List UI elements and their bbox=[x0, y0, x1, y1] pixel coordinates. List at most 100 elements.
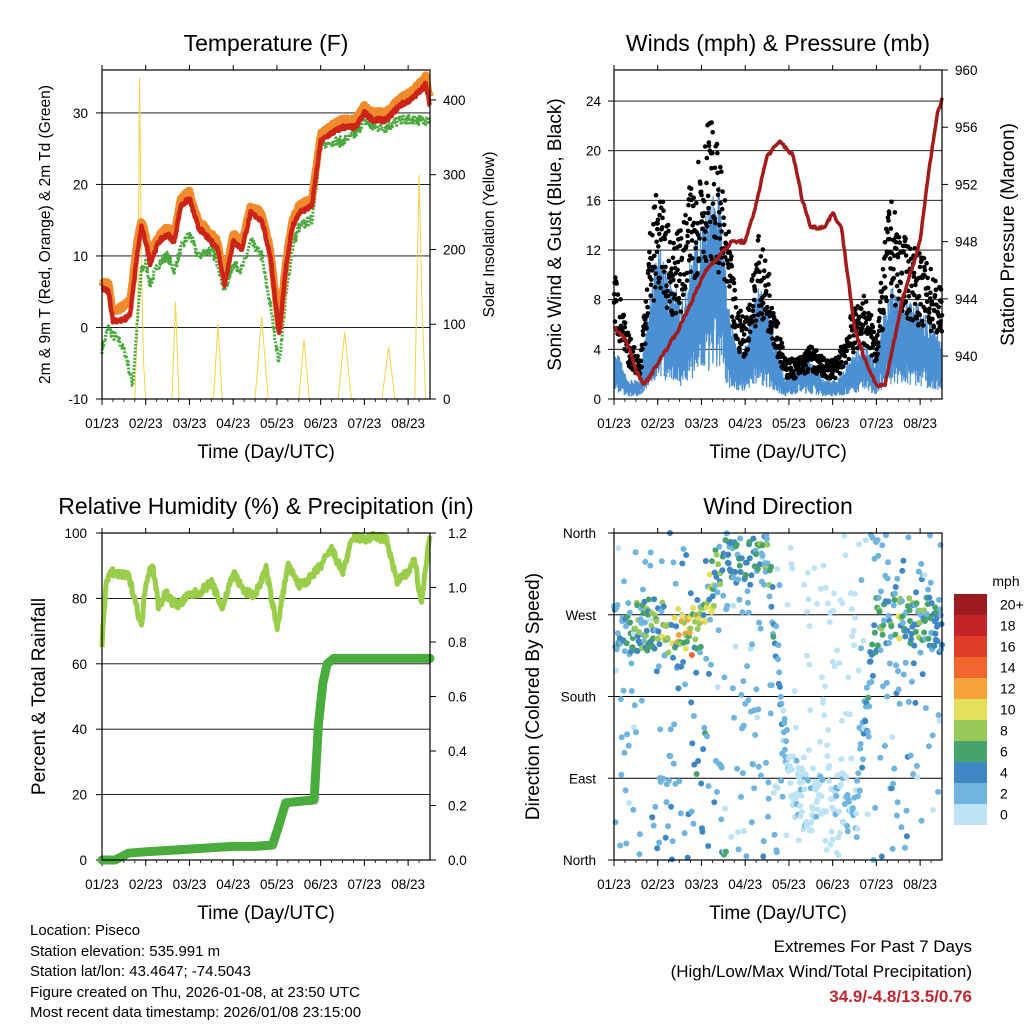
gust-point bbox=[709, 120, 714, 125]
gust-point bbox=[647, 249, 652, 255]
direction-point bbox=[856, 787, 863, 794]
direction-point bbox=[893, 662, 900, 669]
direction-point bbox=[925, 586, 932, 593]
direction-point bbox=[906, 607, 913, 614]
direction-point bbox=[664, 635, 671, 642]
direction-point bbox=[670, 559, 677, 566]
direction-point bbox=[825, 778, 832, 784]
direction-point bbox=[798, 792, 805, 799]
y-tick-label: 30 bbox=[73, 106, 88, 121]
direction-point bbox=[679, 560, 686, 567]
direction-point bbox=[869, 534, 876, 541]
direction-point bbox=[755, 763, 762, 770]
gust-point bbox=[882, 274, 887, 279]
gust-point bbox=[930, 302, 936, 307]
direction-point bbox=[676, 778, 683, 785]
direction-point bbox=[926, 594, 933, 601]
direction-point bbox=[776, 683, 783, 690]
x-tick-label: 07/23 bbox=[348, 877, 382, 892]
direction-point bbox=[750, 535, 757, 542]
colorbar-swatch bbox=[954, 699, 987, 720]
gust-point bbox=[769, 323, 775, 329]
direction-point bbox=[864, 728, 871, 735]
direction-point bbox=[895, 686, 902, 693]
direction-point bbox=[614, 602, 621, 608]
gust-point bbox=[751, 297, 757, 303]
gust-point bbox=[713, 235, 719, 240]
gust-point bbox=[742, 338, 748, 344]
direction-point bbox=[789, 565, 796, 572]
gust-point bbox=[661, 208, 666, 213]
gust-point bbox=[868, 312, 874, 318]
gust-point bbox=[914, 316, 919, 321]
gust-point bbox=[702, 236, 707, 242]
gust-point bbox=[756, 260, 762, 266]
gust-point bbox=[715, 192, 721, 198]
gust-point bbox=[640, 346, 645, 352]
gust-point bbox=[721, 222, 727, 228]
direction-point bbox=[670, 760, 677, 767]
direction-point bbox=[672, 580, 679, 587]
y-right-tick-label: 400 bbox=[443, 93, 466, 108]
gust-point bbox=[912, 292, 917, 298]
colorbar-swatch bbox=[954, 594, 987, 615]
direction-point bbox=[722, 805, 729, 812]
direction-point bbox=[705, 843, 712, 849]
x-tick-label: 07/23 bbox=[860, 877, 894, 892]
gust-point bbox=[654, 249, 660, 255]
x-tick-label: 06/23 bbox=[304, 877, 338, 892]
gust-point bbox=[753, 323, 758, 329]
gust-point bbox=[697, 236, 702, 241]
direction-point bbox=[869, 672, 876, 679]
gust-point bbox=[750, 303, 756, 309]
gust-point bbox=[621, 312, 627, 318]
direction-point bbox=[872, 804, 879, 811]
gust-point bbox=[801, 367, 806, 372]
direction-point bbox=[689, 740, 696, 747]
direction-point bbox=[662, 834, 669, 841]
gust-point bbox=[659, 264, 665, 270]
gust-point bbox=[671, 277, 676, 283]
direction-point bbox=[849, 805, 856, 812]
direction-point bbox=[774, 565, 781, 572]
direction-point bbox=[862, 537, 869, 544]
direction-point bbox=[826, 619, 833, 626]
direction-point bbox=[751, 785, 758, 792]
direction-point bbox=[886, 640, 893, 646]
direction-point bbox=[817, 585, 824, 592]
direction-point bbox=[892, 631, 899, 638]
direction-point bbox=[774, 784, 781, 791]
y-tick-label: 0 bbox=[79, 853, 87, 868]
gust-point bbox=[859, 331, 864, 336]
direction-point bbox=[896, 635, 903, 642]
gust-point bbox=[666, 258, 672, 264]
direction-point bbox=[881, 742, 888, 749]
direction-point bbox=[692, 636, 699, 643]
gust-point bbox=[684, 221, 689, 226]
gust-point bbox=[814, 348, 819, 353]
direction-point bbox=[709, 558, 715, 565]
gust-point bbox=[887, 256, 893, 261]
direction-point bbox=[738, 691, 745, 698]
gust-point bbox=[626, 333, 632, 338]
direction-point bbox=[705, 670, 712, 677]
gust-point bbox=[873, 336, 878, 341]
direction-point bbox=[631, 724, 638, 731]
gust-point bbox=[707, 219, 713, 225]
direction-point bbox=[898, 824, 905, 831]
direction-point bbox=[654, 845, 661, 852]
y-axis-label: Percent & Total Rainfall bbox=[29, 598, 50, 795]
direction-point bbox=[818, 793, 825, 800]
direction-point bbox=[884, 693, 891, 700]
x-tick-label: 05/23 bbox=[772, 416, 806, 431]
direction-point bbox=[911, 642, 918, 649]
gust-point bbox=[821, 356, 827, 361]
direction-point bbox=[740, 678, 747, 685]
gust-point bbox=[702, 144, 708, 149]
series-solar-insolation bbox=[134, 77, 427, 400]
direction-point bbox=[770, 789, 777, 796]
direction-point bbox=[857, 741, 864, 747]
colorbar-swatch bbox=[954, 678, 987, 699]
direction-point bbox=[891, 590, 898, 597]
